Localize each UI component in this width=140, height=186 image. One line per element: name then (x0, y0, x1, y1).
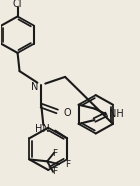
Text: F: F (65, 160, 70, 169)
Text: F: F (52, 149, 58, 158)
Text: N: N (31, 82, 38, 92)
Text: F: F (52, 167, 58, 176)
Text: O: O (63, 108, 71, 118)
Text: Cl: Cl (13, 0, 22, 9)
Text: NH: NH (109, 109, 124, 119)
Text: HN: HN (35, 124, 49, 134)
